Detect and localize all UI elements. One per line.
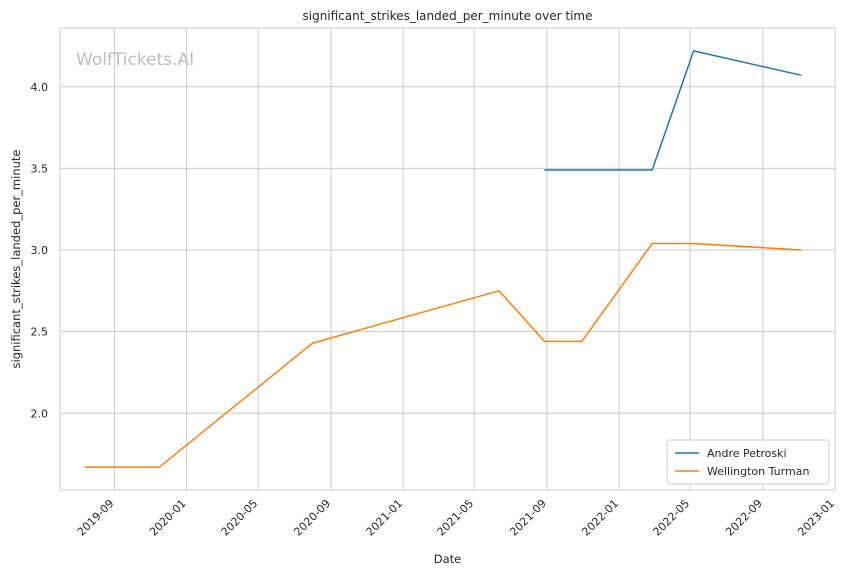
x-tick-label: 2020-09 xyxy=(291,497,333,539)
y-tick-label: 2.5 xyxy=(31,326,49,339)
series-line-wellington-turman xyxy=(84,242,802,468)
series-lines xyxy=(84,50,802,468)
x-tick-label: 2021-01 xyxy=(364,497,406,539)
x-tick-label: 2019-09 xyxy=(75,497,117,539)
x-tick-label: 2020-05 xyxy=(219,497,261,539)
x-axis-ticks: 2019-09 2020-01 2020-05 2020-09 2021-01 2021-… xyxy=(75,497,837,539)
y-tick-label: 2.0 xyxy=(31,407,49,420)
grid xyxy=(60,28,836,490)
x-tick-label: 2021-05 xyxy=(435,497,477,539)
y-axis-ticks: 2.0 2.5 3.0 3.5 4.0 xyxy=(31,81,49,421)
legend-entry: Wellington Turman xyxy=(707,465,809,478)
legend-box xyxy=(666,439,830,485)
chart-title: significant_strikes_landed_per_minute ov… xyxy=(302,9,592,23)
y-tick-label: 3.5 xyxy=(31,162,49,175)
y-tick-label: 3.0 xyxy=(31,244,49,257)
y-tick-label: 4.0 xyxy=(31,81,49,94)
x-tick-label: 2022-09 xyxy=(723,497,765,539)
x-tick-label: 2022-01 xyxy=(579,497,621,539)
x-tick-label: 2021-09 xyxy=(507,497,549,539)
y-axis-label: significant_strikes_landed_per_minute xyxy=(9,150,23,369)
series-line-andre-petroski xyxy=(544,50,802,171)
x-tick-label: 2020-01 xyxy=(147,497,189,539)
legend: Andre Petroski Wellington Turman xyxy=(666,439,830,485)
legend-entry: Andre Petroski xyxy=(707,447,787,460)
watermark: WolfTickets.AI xyxy=(76,50,194,70)
plot-frame xyxy=(59,27,836,491)
x-tick-label: 2022-05 xyxy=(650,497,692,539)
x-tick-label: 2023-01 xyxy=(795,497,837,539)
x-axis-label: Date xyxy=(434,552,462,566)
